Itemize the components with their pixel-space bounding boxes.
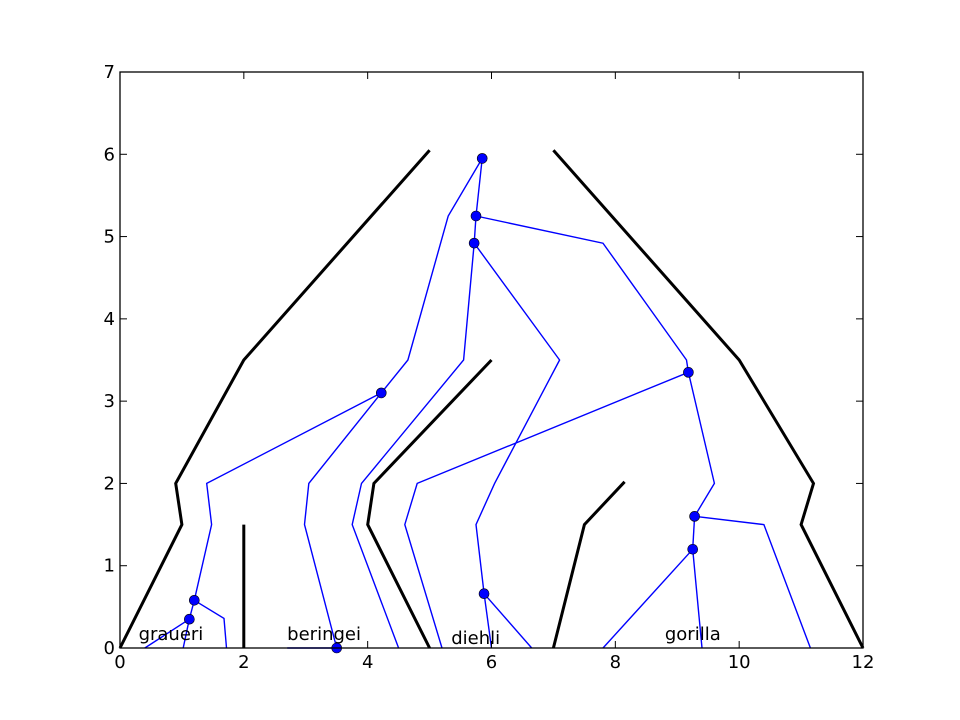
gene-tree-edge-19 bbox=[694, 515, 812, 649]
gene-tree-node-1 bbox=[470, 210, 482, 222]
y-tick-label-7: 7 bbox=[104, 62, 115, 83]
x-tick-label-0: 0 bbox=[114, 652, 125, 673]
gene-tree-edge-4 bbox=[144, 618, 190, 649]
species-label-graueri: graueri bbox=[139, 624, 204, 645]
y-tick-label-5: 5 bbox=[104, 227, 115, 248]
gene-tree-edge-15 bbox=[687, 372, 716, 517]
species-tree bbox=[118, 149, 865, 649]
species-labels: graueri beringei diehli gorilla bbox=[139, 624, 721, 649]
y-tick-label-0: 0 bbox=[104, 638, 115, 659]
x-tick-label-6: 6 bbox=[486, 652, 497, 673]
species-tree-branch-4 bbox=[551, 480, 626, 649]
gene-tree-edge-9 bbox=[351, 243, 475, 649]
gene-tree-edge-12 bbox=[483, 593, 533, 649]
gene-tree-edge-11 bbox=[483, 593, 493, 649]
species-label-gorilla: gorilla bbox=[665, 624, 721, 645]
gene-tree-edge-16 bbox=[692, 516, 696, 550]
x-axis-tick-labels: 0 2 4 6 8 10 12 bbox=[114, 652, 874, 673]
species-tree-branch-0 bbox=[118, 149, 431, 649]
gene-tree-edge-7 bbox=[303, 392, 382, 649]
y-axis-tick-labels: 0 1 2 3 4 5 6 7 bbox=[104, 62, 115, 659]
gene-tree-edge-17 bbox=[602, 548, 694, 649]
gene-tree-edge-14 bbox=[404, 371, 689, 649]
species-label-diehli: diehli bbox=[451, 628, 500, 649]
gene-tree-edge-13 bbox=[475, 215, 690, 373]
y-tick-label-4: 4 bbox=[104, 309, 115, 330]
gene-tree-node-3 bbox=[375, 387, 387, 399]
gene-tree-edge-2 bbox=[193, 392, 382, 601]
species-label-beringei: beringei bbox=[287, 624, 361, 645]
gene-tree-node-7 bbox=[478, 588, 490, 599]
gene-tree-nodes bbox=[184, 153, 700, 654]
x-tick-label-12: 12 bbox=[852, 652, 875, 673]
gene-tree-node-8 bbox=[189, 594, 200, 606]
x-tick-label-4: 4 bbox=[362, 652, 373, 673]
axis-ticks bbox=[119, 71, 864, 649]
x-tick-label-10: 10 bbox=[728, 652, 751, 673]
y-tick-label-1: 1 bbox=[104, 556, 115, 577]
gene-tree-edge-10 bbox=[473, 242, 561, 594]
gene-tree-edge-18 bbox=[692, 549, 703, 649]
gene-tree-node-5 bbox=[689, 511, 700, 522]
y-tick-label-3: 3 bbox=[104, 391, 115, 412]
gene-tree-node-4 bbox=[683, 367, 694, 378]
gene-tree-node-0 bbox=[476, 153, 488, 164]
x-tick-label-2: 2 bbox=[238, 652, 249, 673]
species-tree-branch-3 bbox=[366, 358, 493, 649]
x-tick-label-8: 8 bbox=[610, 652, 621, 673]
gene-tree-node-9 bbox=[184, 613, 195, 625]
gene-tree-edge-1 bbox=[380, 158, 483, 394]
y-tick-label-6: 6 bbox=[104, 144, 115, 165]
y-tick-label-2: 2 bbox=[104, 473, 115, 494]
gene-tree-node-2 bbox=[468, 237, 480, 249]
gene-tree-node-6 bbox=[687, 543, 699, 555]
species-tree-branch-1 bbox=[552, 149, 865, 649]
gene-tree-edge-6 bbox=[193, 599, 228, 649]
